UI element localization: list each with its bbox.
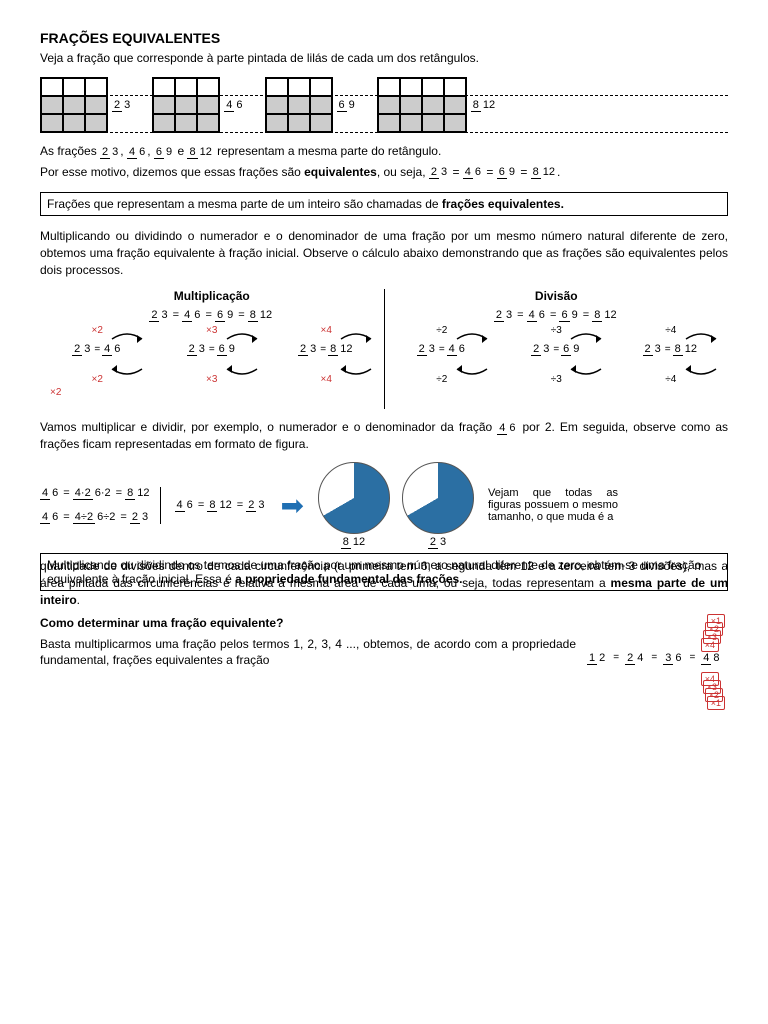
page-title: FRAÇÕES EQUIVALENTES (40, 30, 728, 46)
multiplication-column: Multiplicação 23 = 46 = 69 = 812 ×223=46… (40, 289, 384, 409)
explanation: Multiplicando ou dividindo o numerador e… (40, 228, 728, 278)
definition-box: Frações que representam a mesma parte de… (40, 192, 728, 216)
division-column: Divisão 23 = 46 = 69 = 812 ÷223=46÷2÷323… (385, 289, 729, 409)
question-title: Como determinar uma fração equivalente? (40, 615, 576, 632)
arrow-icon: ➡ (281, 489, 304, 522)
example-intro: Vamos multiplicar e dividir, por exemplo… (40, 419, 728, 453)
red-diagram: 12 = 24 = 36 = 48×1×2×3×4×1×2×3×4 (586, 611, 728, 713)
intro-text: Veja a fração que corresponde à parte pi… (40, 50, 728, 67)
fractions-line: As frações 23, 46, 69 e 812 representam … (40, 143, 728, 160)
continuity-text: quantidade de divisões dentro de cada ci… (40, 558, 728, 608)
vejam-text: Vejam que todas as figuras possuem o mes… (488, 487, 618, 523)
question-body: Basta multiplicarmos uma fração pelos te… (40, 636, 576, 670)
calc-left: 46 = 4·26·2 = 81246 = 4÷26÷2 = 23 (40, 487, 161, 523)
motivo-line: Por esse motivo, dizemos que essas fraçõ… (40, 164, 728, 181)
calc-right: 46 = 812 = 23 (175, 499, 267, 511)
example-section: 46 = 4·26·2 = 81246 = 4÷26÷2 = 23 46 = 8… (40, 462, 728, 548)
operations-section: Multiplicação 23 = 46 = 69 = 812 ×223=46… (40, 289, 728, 409)
rectangle-diagrams: 234669812 (40, 77, 728, 133)
